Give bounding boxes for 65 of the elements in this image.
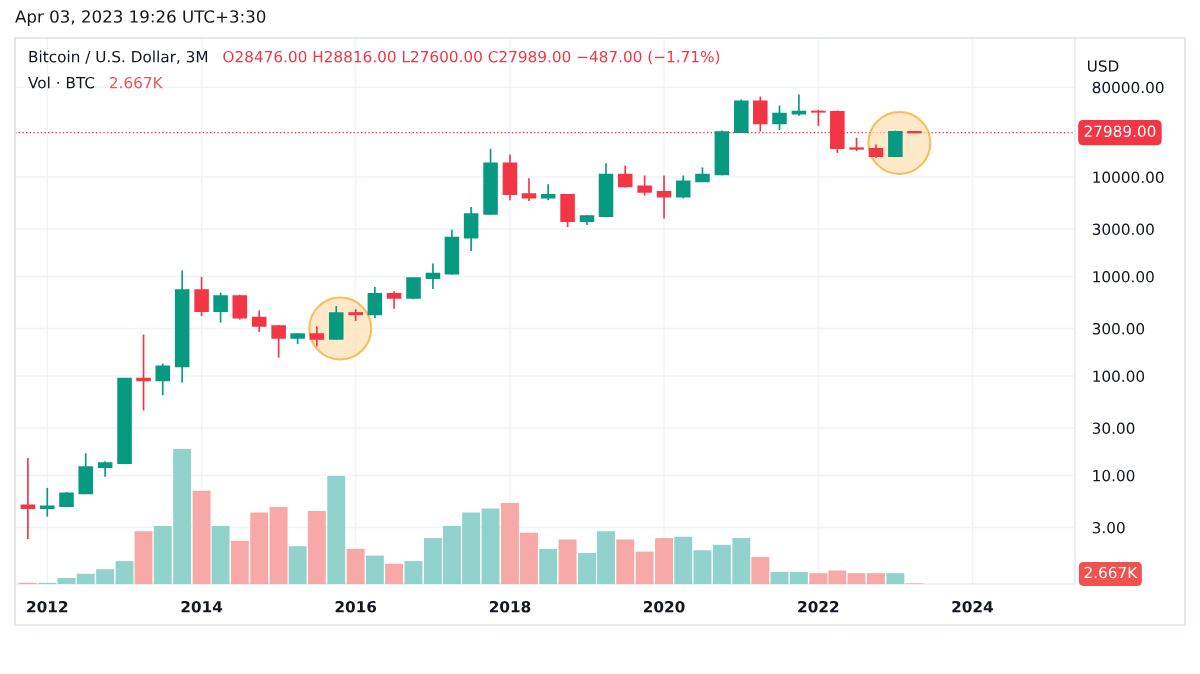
bar bbox=[886, 573, 905, 584]
candlestick bbox=[617, 164, 633, 189]
bar bbox=[481, 508, 500, 584]
candlestick bbox=[251, 309, 267, 333]
chart-title: Vol · BTC bbox=[28, 76, 95, 89]
bar bbox=[134, 531, 153, 584]
bar bbox=[616, 539, 635, 584]
x-tick-label: 2016 bbox=[335, 600, 377, 613]
candlestick bbox=[425, 262, 441, 290]
y-tick-label: 1000.00 bbox=[1093, 270, 1154, 283]
bar bbox=[404, 561, 423, 584]
bar bbox=[385, 563, 404, 584]
y-tick-label: 80000.00 bbox=[1092, 81, 1164, 94]
bar bbox=[57, 577, 76, 584]
bar bbox=[539, 548, 558, 584]
candlestick bbox=[367, 286, 383, 319]
bar bbox=[789, 571, 808, 584]
bar bbox=[770, 571, 789, 584]
y-tick-label: 100.00 bbox=[1093, 370, 1145, 382]
text: Apr 03, 2023 19:26 UTC+3:30 bbox=[15, 10, 266, 27]
candlestick bbox=[637, 174, 652, 197]
y-axis-title: USD bbox=[1087, 60, 1119, 72]
candlestick bbox=[309, 325, 325, 348]
candlestick bbox=[194, 276, 209, 317]
annotation: 2.667K bbox=[110, 76, 163, 89]
y-tick-label: 10000.00 bbox=[1093, 171, 1164, 184]
bar bbox=[288, 546, 307, 584]
x-tick-label: 2014 bbox=[181, 600, 223, 613]
x-tick-label: 2012 bbox=[27, 600, 68, 613]
bar bbox=[307, 511, 326, 584]
candlestick bbox=[463, 206, 479, 252]
y-tick-label: 3.00 bbox=[1092, 521, 1125, 534]
bar bbox=[211, 525, 230, 584]
annotation: O28476.00 H28816.00 L27600.00 C27989.00 −487.00 (−1.71%) bbox=[223, 50, 720, 65]
y-tick-label: 300.00 bbox=[1092, 322, 1145, 335]
candlestick bbox=[232, 293, 248, 321]
y-tick-label: 10.00 bbox=[1093, 469, 1135, 482]
candlestick bbox=[656, 174, 672, 220]
text: 2.667K bbox=[1084, 566, 1138, 579]
candlestick bbox=[772, 104, 787, 132]
candlestick bbox=[136, 333, 151, 412]
text: Bitcoin / U.S. Dollar, 3M bbox=[29, 50, 208, 64]
candlestick bbox=[271, 324, 286, 359]
bar bbox=[751, 557, 770, 584]
bar bbox=[115, 561, 134, 584]
bar bbox=[558, 539, 577, 584]
candlestick bbox=[521, 177, 537, 202]
y-tick-label: 30.00 bbox=[1092, 422, 1135, 434]
candlestick bbox=[20, 457, 36, 540]
ref-line-label: 27989.00 bbox=[1084, 125, 1156, 138]
x-tick-label: 2022 bbox=[798, 600, 839, 613]
candlestick bbox=[213, 291, 228, 324]
x-tick-label: 2020 bbox=[643, 600, 685, 613]
bar bbox=[269, 507, 288, 584]
bar bbox=[192, 490, 211, 584]
bar bbox=[327, 476, 346, 584]
y-tick-label: 3000.00 bbox=[1092, 223, 1154, 236]
candlestick bbox=[675, 174, 691, 200]
x-tick-label: 2018 bbox=[489, 600, 531, 613]
candlestick bbox=[155, 362, 171, 397]
bar bbox=[346, 548, 365, 584]
candlestick bbox=[348, 308, 363, 322]
candlestick bbox=[40, 487, 55, 518]
bar bbox=[365, 555, 384, 584]
x-tick-label: 2024 bbox=[952, 600, 993, 613]
